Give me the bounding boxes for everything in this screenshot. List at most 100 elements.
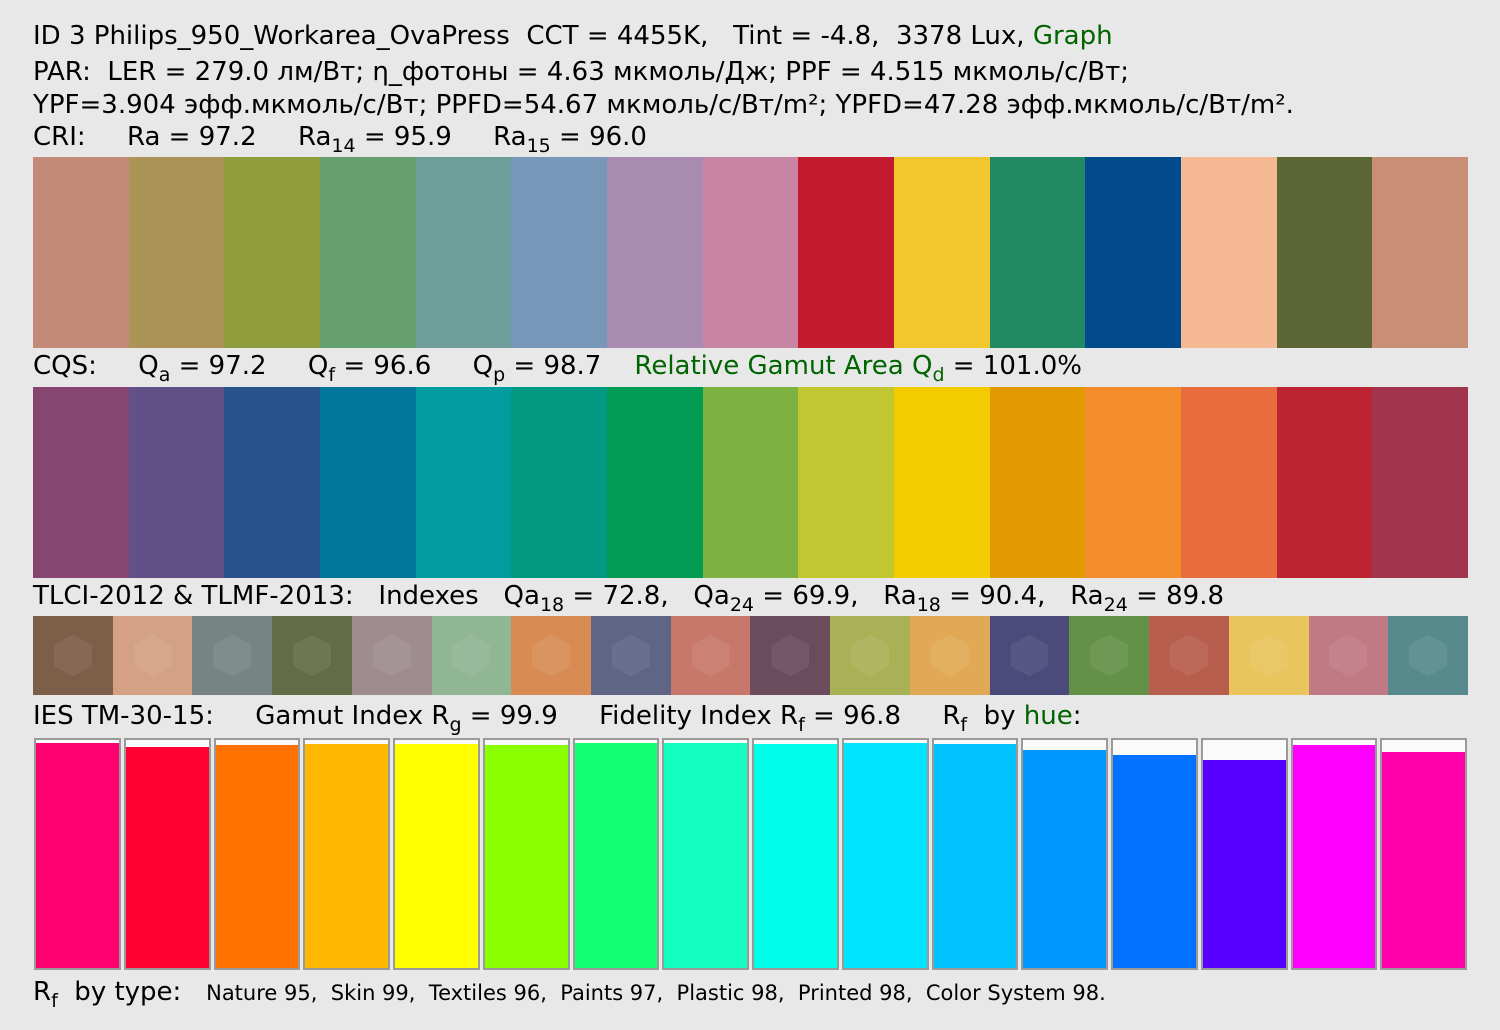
hue-bar-3: [213, 738, 301, 970]
cqs-gamut-area: Relative Gamut Area Qd = 101.0%: [634, 351, 1082, 386]
tlci-swatch-1: [33, 616, 113, 695]
cri-swatch-strip: [33, 157, 1469, 348]
hue-bar-4: [303, 738, 390, 970]
hue-bar-7: [572, 738, 660, 970]
tm30-label: IES TM-30-15:: [33, 701, 214, 731]
cri-swatch-3: [224, 157, 321, 348]
par-line: PAR: LER = 279.0 лм/Вт; η_фотоны = 4.63 …: [33, 57, 1129, 87]
hue-bar-9: [752, 738, 839, 970]
tlci-swatch-9: [670, 616, 751, 695]
tlci-qa24: Qa24 = 69.9,: [693, 581, 859, 616]
tlci-swatch-10: [750, 616, 831, 695]
ypf-line: YPF=3.904 эфф.мкмоль/с/Вт; PPFD=54.67 мк…: [33, 90, 1294, 120]
hue-bar-10: [841, 738, 929, 970]
cqs-swatch-3: [224, 387, 321, 578]
hue-bar-fill: [664, 742, 747, 968]
cri-swatch-7: [607, 157, 703, 348]
tlci-swatch-11: [830, 616, 910, 695]
cqs-swatch-14: [1276, 387, 1373, 578]
cqs-swatch-7: [607, 387, 703, 578]
hue-bar-14: [1200, 738, 1288, 970]
cqs-swatch-5: [415, 387, 512, 578]
hue-bar-fill: [305, 743, 388, 968]
cqs-label: CQS:: [33, 351, 97, 381]
hexagon-icon: [372, 634, 411, 677]
cri-swatch-8: [702, 157, 799, 348]
cri-ra: Ra = 97.2: [126, 122, 257, 152]
tlci-swatch-12: [909, 616, 990, 695]
hue-bar-16: [1380, 738, 1467, 970]
hexagon-icon: [611, 634, 650, 677]
graph-link[interactable]: Graph: [1032, 21, 1113, 51]
hue-bar-fill: [215, 744, 299, 968]
hue-bar-fill: [1023, 750, 1106, 968]
tlci-swatch-18: [1388, 616, 1468, 695]
hue-bar-11: [931, 738, 1019, 970]
hexagon-icon: [452, 634, 491, 677]
cqs-swatch-13: [1181, 387, 1277, 578]
hue-bar-fill: [754, 743, 837, 968]
hexagon-icon: [532, 634, 571, 677]
cqs-swatch-6: [511, 387, 608, 578]
cqs-qp: Qp = 98.7: [472, 351, 602, 386]
cri-ra15: Ra15 = 96.0: [493, 122, 647, 157]
hue-bar-fill: [1202, 759, 1286, 968]
tlci-swatch-17: [1308, 616, 1389, 695]
cri-swatch-2: [128, 157, 225, 348]
rf-by-type-values: Nature 95, Skin 99, Textiles 96, Paints …: [206, 981, 1106, 1005]
cri-ra14: Ra14 = 95.9: [297, 122, 452, 157]
tlci-swatch-7: [511, 616, 592, 695]
hue-bar-15: [1290, 738, 1378, 970]
tlci-qa18: Qa18 = 72.8,: [503, 581, 669, 616]
hue-bar-fill: [933, 743, 1017, 968]
cqs-swatch-2: [128, 387, 225, 578]
cri-swatch-11: [989, 157, 1086, 348]
cqs-line: CQS: Qa = 97.2 Qf = 96.6 Qp = 98.7 Relat…: [33, 351, 1082, 386]
hue-bar-6: [482, 738, 570, 970]
hue-bar-1: [34, 738, 121, 970]
tlci-swatch-4: [272, 616, 352, 695]
tm30-rg: Gamut Index Rg = 99.9: [255, 701, 558, 736]
hue-bar-fill: [1292, 744, 1376, 968]
tlci-swatch-14: [1069, 616, 1150, 695]
rf-by-hue: Rf by hue:: [942, 701, 1082, 736]
tlci-label: TLCI-2012 & TLMF-2013: Indexes: [33, 581, 479, 611]
cri-swatch-4: [320, 157, 416, 348]
cri-label: CRI:: [33, 122, 86, 152]
hexagon-icon: [930, 634, 969, 677]
cqs-swatch-1: [33, 387, 129, 578]
hexagon-icon: [851, 634, 890, 677]
cqs-qf: Qf = 96.6: [307, 351, 432, 386]
tlci-swatch-8: [591, 616, 671, 695]
title-text: ID 3 Philips_950_Workarea_OvaPress CCT =…: [33, 21, 1025, 51]
tlci-swatch-15: [1149, 616, 1229, 695]
cqs-swatch-15: [1372, 387, 1469, 578]
cri-swatch-9: [798, 157, 895, 348]
tlci-swatch-3: [192, 616, 273, 695]
hexagon-icon: [213, 634, 252, 677]
cqs-swatch-4: [320, 387, 416, 578]
hexagon-icon: [1169, 634, 1208, 677]
hue-bar-8: [662, 738, 749, 970]
cri-swatch-10: [894, 157, 990, 348]
hexagon-icon: [771, 634, 810, 677]
hue-bar-2: [123, 738, 211, 970]
tlci-swatch-strip: [33, 616, 1468, 695]
cqs-swatch-10: [894, 387, 990, 578]
rf-by-type-label: by type:: [57, 977, 182, 1007]
hue-bar-fill: [1382, 751, 1465, 968]
hue-bar-12: [1021, 738, 1108, 970]
tm30-line: IES TM-30-15: Gamut Index Rg = 99.9 Fide…: [33, 701, 1082, 736]
hue-bar-fill: [395, 743, 478, 968]
hue-bar-fill: [574, 742, 658, 968]
cri-swatch-5: [415, 157, 512, 348]
rf-by-type-line: Rf by type: Nature 95, Skin 99, Textiles…: [33, 977, 1106, 1012]
tlci-swatch-5: [351, 616, 432, 695]
hexagon-icon: [133, 634, 172, 677]
cri-swatch-14: [1276, 157, 1373, 348]
hexagon-icon: [1329, 634, 1368, 677]
cqs-swatch-11: [989, 387, 1086, 578]
cqs-swatch-8: [702, 387, 799, 578]
hexagon-icon: [53, 634, 92, 677]
hexagon-icon: [1090, 634, 1129, 677]
